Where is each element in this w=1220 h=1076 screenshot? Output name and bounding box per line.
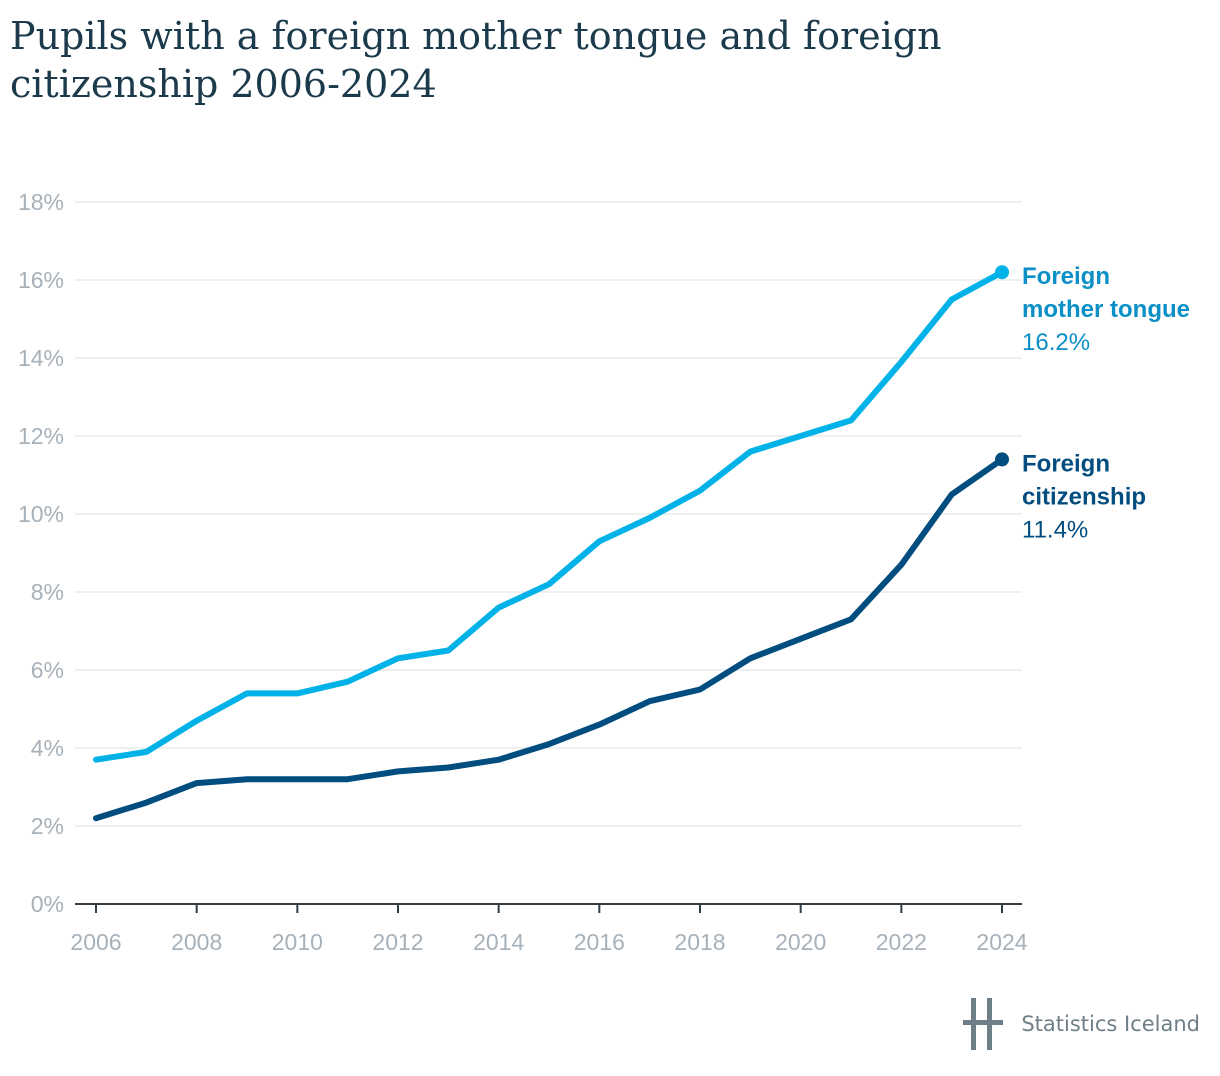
- y-axis: 0% 2% 4% 6% 8% 10% 12% 14% 16% 18%: [18, 189, 64, 917]
- source-credit-text: Statistics Iceland: [1021, 1012, 1200, 1036]
- y-tick-label: 2%: [31, 813, 64, 839]
- x-tick-label: 2016: [574, 929, 625, 955]
- x-tick-label: 2008: [171, 929, 222, 955]
- series-end-point: [995, 265, 1009, 280]
- x-tick-label: 2006: [70, 929, 121, 955]
- y-tick-label: 12%: [18, 423, 64, 449]
- series-line: [93, 269, 1005, 763]
- y-tick-label: 10%: [18, 501, 64, 527]
- x-tick-label: 2018: [674, 929, 725, 955]
- y-tick-label: 4%: [31, 735, 64, 761]
- x-tick-label: 2012: [372, 929, 423, 955]
- x-tick-label: 2014: [473, 929, 524, 955]
- series-value-label: 16.2%: [1022, 329, 1090, 356]
- x-tick-label: 2022: [876, 929, 927, 955]
- series-layer: [93, 265, 1009, 822]
- series-value-label: 11.4%: [1022, 516, 1088, 543]
- y-tick-label: 16%: [18, 267, 64, 293]
- gridlines: [75, 201, 1022, 827]
- x-axis: 2006 2008 2010 2012 2014 2016 2018 2020 2022 2024: [70, 903, 1028, 955]
- series-name-label: mother tongue: [1022, 296, 1190, 323]
- y-tick-label: 18%: [18, 189, 64, 215]
- y-tick-label: 8%: [31, 579, 64, 605]
- series-name-label: citizenship: [1022, 483, 1146, 510]
- series-name-label: Foreign: [1022, 263, 1110, 290]
- source-credit: Statistics Iceland: [963, 998, 1200, 1050]
- x-tick-label: 2024: [976, 929, 1027, 955]
- series-end-point: [995, 452, 1009, 467]
- x-tick-label: 2020: [775, 929, 826, 955]
- series-name-label: Foreign: [1022, 450, 1110, 477]
- series-labels: Foreign mother tongue 16.2% Foreign citizens…: [1022, 263, 1190, 543]
- statistics-iceland-logo-icon: [963, 998, 1004, 1050]
- chart-title: Pupils with a foreign mother tongue and …: [10, 14, 942, 106]
- y-tick-label: 6%: [31, 657, 64, 683]
- y-tick-label: 0%: [31, 891, 64, 917]
- x-tick-label: 2010: [272, 929, 323, 955]
- series-line: [93, 456, 1005, 822]
- y-tick-label: 14%: [18, 345, 64, 371]
